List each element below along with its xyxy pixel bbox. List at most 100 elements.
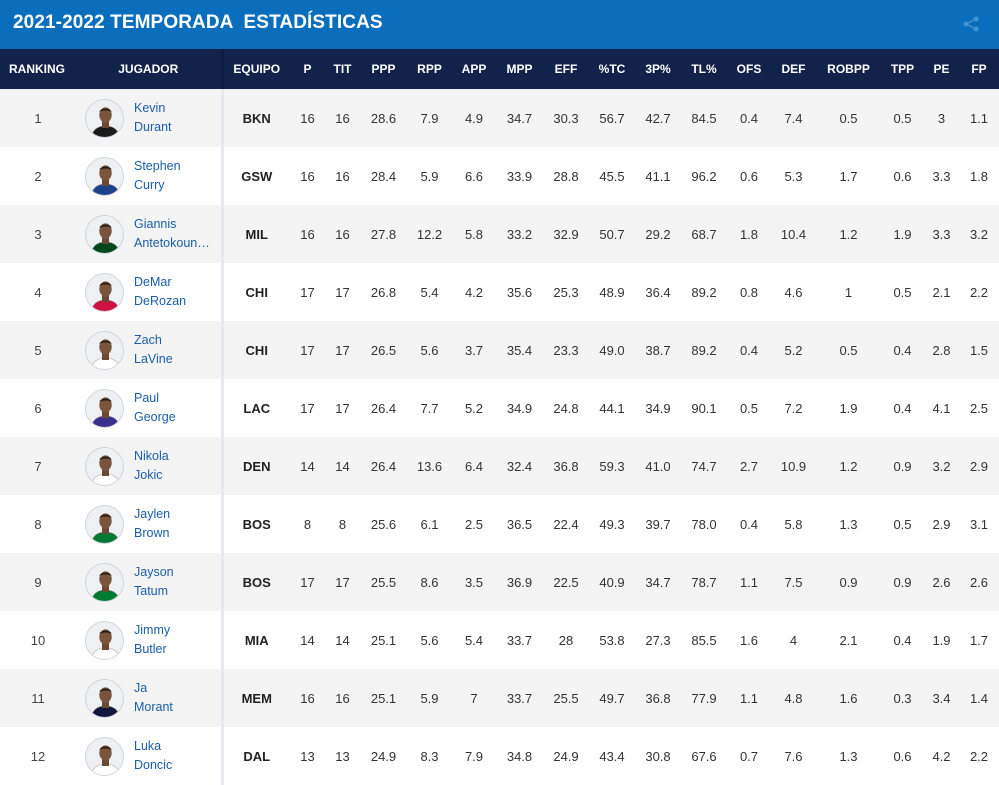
table-row: 1 Kevin Durant BKN 16 16 28.6 7.9 4.9 34.7 30.3 56.… xyxy=(0,89,999,147)
player-avatar[interactable] xyxy=(85,678,124,718)
player-last-name: Morant xyxy=(134,700,173,714)
player-name-link[interactable]: Paul George xyxy=(134,389,218,427)
stat-cell-3p-pct: 41.0 xyxy=(635,437,681,495)
stat-cell-tit: 17 xyxy=(325,379,360,437)
column-header-ppp[interactable]: PPP xyxy=(360,49,407,89)
stat-cell-eff: 25.5 xyxy=(543,669,589,727)
column-header-def[interactable]: DEF xyxy=(771,49,816,89)
stat-cell-app: 6.4 xyxy=(452,437,496,495)
player-avatar[interactable] xyxy=(85,620,124,660)
player-name-link[interactable]: Luka Doncic xyxy=(134,737,218,775)
player-avatar[interactable] xyxy=(85,562,124,602)
player-avatar[interactable] xyxy=(85,98,124,138)
player-avatar[interactable] xyxy=(85,736,124,776)
column-header-eff[interactable]: EFF xyxy=(543,49,589,89)
stat-cell-ofs: 0.4 xyxy=(727,321,771,379)
player-name-link[interactable]: Jaylen Brown xyxy=(134,505,218,543)
column-header-3p-pct[interactable]: 3P% xyxy=(635,49,681,89)
stat-cell-fp: 1.1 xyxy=(959,89,999,147)
player-last-name: Durant xyxy=(134,120,172,134)
column-header-ranking[interactable]: RANKING xyxy=(0,49,76,89)
column-header-tl-pct[interactable]: TL% xyxy=(681,49,727,89)
stat-cell-tc-pct: 59.3 xyxy=(589,437,635,495)
stat-cell-rpp: 7.7 xyxy=(407,379,452,437)
stat-cell-robpp: 2.1 xyxy=(816,611,881,669)
player-avatar[interactable] xyxy=(85,214,124,254)
stat-cell-pe: 2.1 xyxy=(924,263,959,321)
player-last-name: Curry xyxy=(134,178,165,192)
stat-cell-tit: 17 xyxy=(325,263,360,321)
stat-cell-fp: 3.2 xyxy=(959,205,999,263)
player-avatar[interactable] xyxy=(85,272,124,312)
player-name-link[interactable]: Nikola Jokic xyxy=(134,447,218,485)
stat-cell-tpp: 0.9 xyxy=(881,553,924,611)
column-header-fp[interactable]: FP xyxy=(959,49,999,89)
player-name-link[interactable]: Zach LaVine xyxy=(134,331,218,369)
stat-cell-ofs: 0.7 xyxy=(727,727,771,785)
player-avatar[interactable] xyxy=(85,504,124,544)
stat-cell-eff: 36.8 xyxy=(543,437,589,495)
stat-cell-p: 16 xyxy=(290,147,325,205)
stat-cell-app: 4.2 xyxy=(452,263,496,321)
stat-cell-p: 17 xyxy=(290,263,325,321)
player-avatar[interactable] xyxy=(85,446,124,486)
ranking-cell: 9 xyxy=(0,553,76,611)
player-first-name: Zach xyxy=(134,333,162,347)
player-cell: Jaylen Brown xyxy=(76,495,224,553)
team-cell: CHI xyxy=(222,321,290,379)
stat-cell-p: 14 xyxy=(290,437,325,495)
column-header-robpp[interactable]: ROBPP xyxy=(816,49,881,89)
column-header-player[interactable]: JUGADOR xyxy=(76,49,224,89)
column-header-tc-pct[interactable]: %TC xyxy=(589,49,635,89)
stat-cell-ofs: 0.6 xyxy=(727,147,771,205)
stat-cell-3p-pct: 36.8 xyxy=(635,669,681,727)
stat-cell-pe: 3.3 xyxy=(924,147,959,205)
player-avatar[interactable] xyxy=(85,156,124,196)
stat-cell-3p-pct: 39.7 xyxy=(635,495,681,553)
team-cell: BOS xyxy=(222,553,290,611)
stat-cell-ppp: 28.4 xyxy=(360,147,407,205)
column-header-tpp[interactable]: TPP xyxy=(881,49,924,89)
column-header-tit[interactable]: TIT xyxy=(325,49,360,89)
column-header-app[interactable]: APP xyxy=(452,49,496,89)
share-icon[interactable] xyxy=(962,15,980,33)
stat-cell-mpp: 34.9 xyxy=(496,379,543,437)
column-header-team[interactable]: EQUIPO xyxy=(222,49,290,89)
player-name-link[interactable]: DeMar DeRozan xyxy=(134,273,218,311)
ranking-cell: 6 xyxy=(0,379,76,437)
stat-cell-robpp: 0.5 xyxy=(816,89,881,147)
team-cell: DEN xyxy=(222,437,290,495)
stat-cell-3p-pct: 30.8 xyxy=(635,727,681,785)
column-header-ofs[interactable]: OFS xyxy=(727,49,771,89)
player-avatar[interactable] xyxy=(85,330,124,370)
column-header-p[interactable]: P xyxy=(290,49,325,89)
column-header-mpp[interactable]: MPP xyxy=(496,49,543,89)
team-cell: MIL xyxy=(222,205,290,263)
stat-cell-tpp: 0.4 xyxy=(881,611,924,669)
stat-cell-tc-pct: 49.7 xyxy=(589,669,635,727)
stat-cell-rpp: 7.9 xyxy=(407,89,452,147)
player-name-link[interactable]: Jayson Tatum xyxy=(134,563,218,601)
player-name-link[interactable]: Ja Morant xyxy=(134,679,218,717)
stat-cell-robpp: 0.9 xyxy=(816,553,881,611)
player-avatar[interactable] xyxy=(85,388,124,428)
player-name-link[interactable]: Jimmy Butler xyxy=(134,621,218,659)
player-name-link[interactable]: Stephen Curry xyxy=(134,157,218,195)
player-name-link[interactable]: Giannis Antetokounmpo xyxy=(134,215,218,253)
player-name-link[interactable]: Kevin Durant xyxy=(134,99,218,137)
player-cell: Kevin Durant xyxy=(76,89,224,147)
stat-cell-ofs: 1.8 xyxy=(727,205,771,263)
player-last-name: Brown xyxy=(134,526,170,540)
column-header-pe[interactable]: PE xyxy=(924,49,959,89)
player-cell: Luka Doncic xyxy=(76,727,224,785)
column-header-rpp[interactable]: RPP xyxy=(407,49,452,89)
stat-cell-ppp: 28.6 xyxy=(360,89,407,147)
player-last-name: Tatum xyxy=(134,584,169,598)
team-cell: LAC xyxy=(222,379,290,437)
player-last-name: George xyxy=(134,410,176,424)
stat-cell-3p-pct: 34.7 xyxy=(635,553,681,611)
player-cell: Paul George xyxy=(76,379,224,437)
stat-cell-fp: 1.8 xyxy=(959,147,999,205)
stat-cell-ofs: 0.8 xyxy=(727,263,771,321)
stat-cell-pe: 4.2 xyxy=(924,727,959,785)
